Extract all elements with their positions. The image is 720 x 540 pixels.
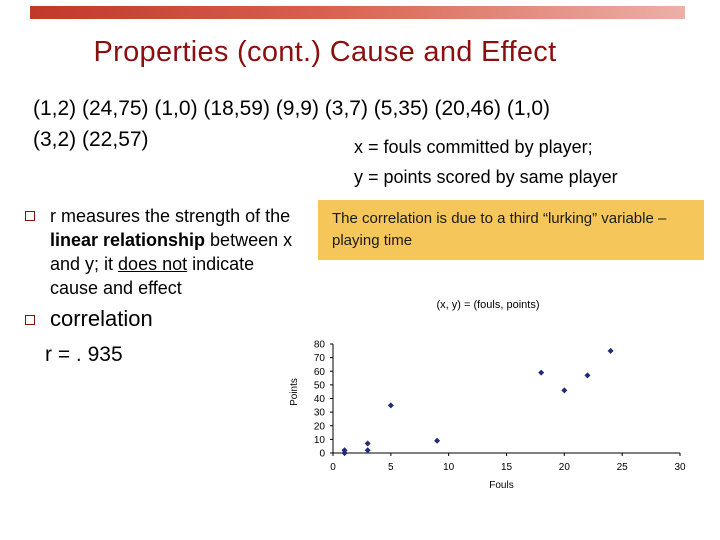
bullet-square-icon [25, 211, 35, 221]
r-value: r = . 935 [45, 343, 123, 366]
data-point-marker [561, 387, 568, 394]
y-tick-label: 0 [319, 449, 325, 460]
bullet1-underline: does not [118, 254, 188, 274]
data-pairs: (1,2) (24,75) (1,0) (18,59) (9,9) (3,7) … [33, 93, 550, 155]
bullet-square-icon [25, 315, 35, 325]
chart-axes: 0 10 20 30 40 50 60 70 80 0 5 10 15 20 25 30 [314, 340, 686, 474]
x-definition: x = fouls committed by player; [354, 137, 593, 157]
data-point-marker [434, 437, 441, 444]
bullet-text-correlation: correlation [50, 306, 153, 331]
data-point-marker [607, 347, 614, 354]
data-point-marker [538, 369, 545, 376]
chart-points [341, 347, 614, 456]
header-accent-bar [30, 6, 685, 19]
data-point-marker [364, 440, 371, 447]
chart-title: (x, y) = (fouls, points) [436, 299, 539, 311]
bullet1-part2: between x and y; it [50, 230, 293, 274]
bullet1-part3: indicate cause and effect [50, 254, 255, 298]
scatter-chart: (x, y) = (fouls, points) Points Fouls 0 1… [280, 292, 700, 508]
y-tick-label: 80 [314, 340, 326, 351]
x-tick-label: 0 [330, 462, 336, 473]
x-axis-label: Fouls [489, 480, 513, 491]
x-tick-label: 30 [674, 462, 686, 473]
bullet1-bold: linear relationship [50, 230, 206, 250]
y-tick-label: 60 [314, 367, 326, 378]
lurking-variable-callout: The correlation is due to a third “lurki… [318, 200, 704, 260]
y-definition: y = points scored by same player [354, 167, 618, 187]
data-point-marker [341, 450, 348, 456]
x-tick-label: 5 [388, 462, 394, 473]
x-tick-label: 10 [443, 462, 455, 473]
y-tick-label: 30 [314, 408, 326, 419]
y-tick-label: 20 [314, 421, 326, 432]
scatter-chart-svg: (x, y) = (fouls, points) Points Fouls 0 1… [289, 299, 686, 491]
data-point-marker [584, 372, 591, 379]
bullet1-part1: r measures the strength of the [50, 206, 291, 226]
data-point-marker [387, 402, 394, 409]
data-pairs-line-2: (3,2) (22,57) [33, 128, 149, 151]
y-tick-label: 40 [314, 394, 326, 405]
bullet-text-r-measures: r measures the strength of the linear re… [50, 204, 305, 300]
x-tick-label: 25 [617, 462, 629, 473]
y-tick-label: 70 [314, 353, 326, 364]
data-point-marker [364, 447, 371, 454]
y-tick-label: 50 [314, 380, 326, 391]
x-tick-label: 20 [559, 462, 571, 473]
slide-title: Properties (cont.) Cause and Effect [93, 36, 557, 68]
data-pairs-line-1: (1,2) (24,75) (1,0) (18,59) (9,9) (3,7) … [33, 97, 551, 120]
x-tick-label: 15 [501, 462, 513, 473]
y-tick-label: 10 [314, 435, 326, 446]
y-axis-label: Points [289, 378, 300, 406]
